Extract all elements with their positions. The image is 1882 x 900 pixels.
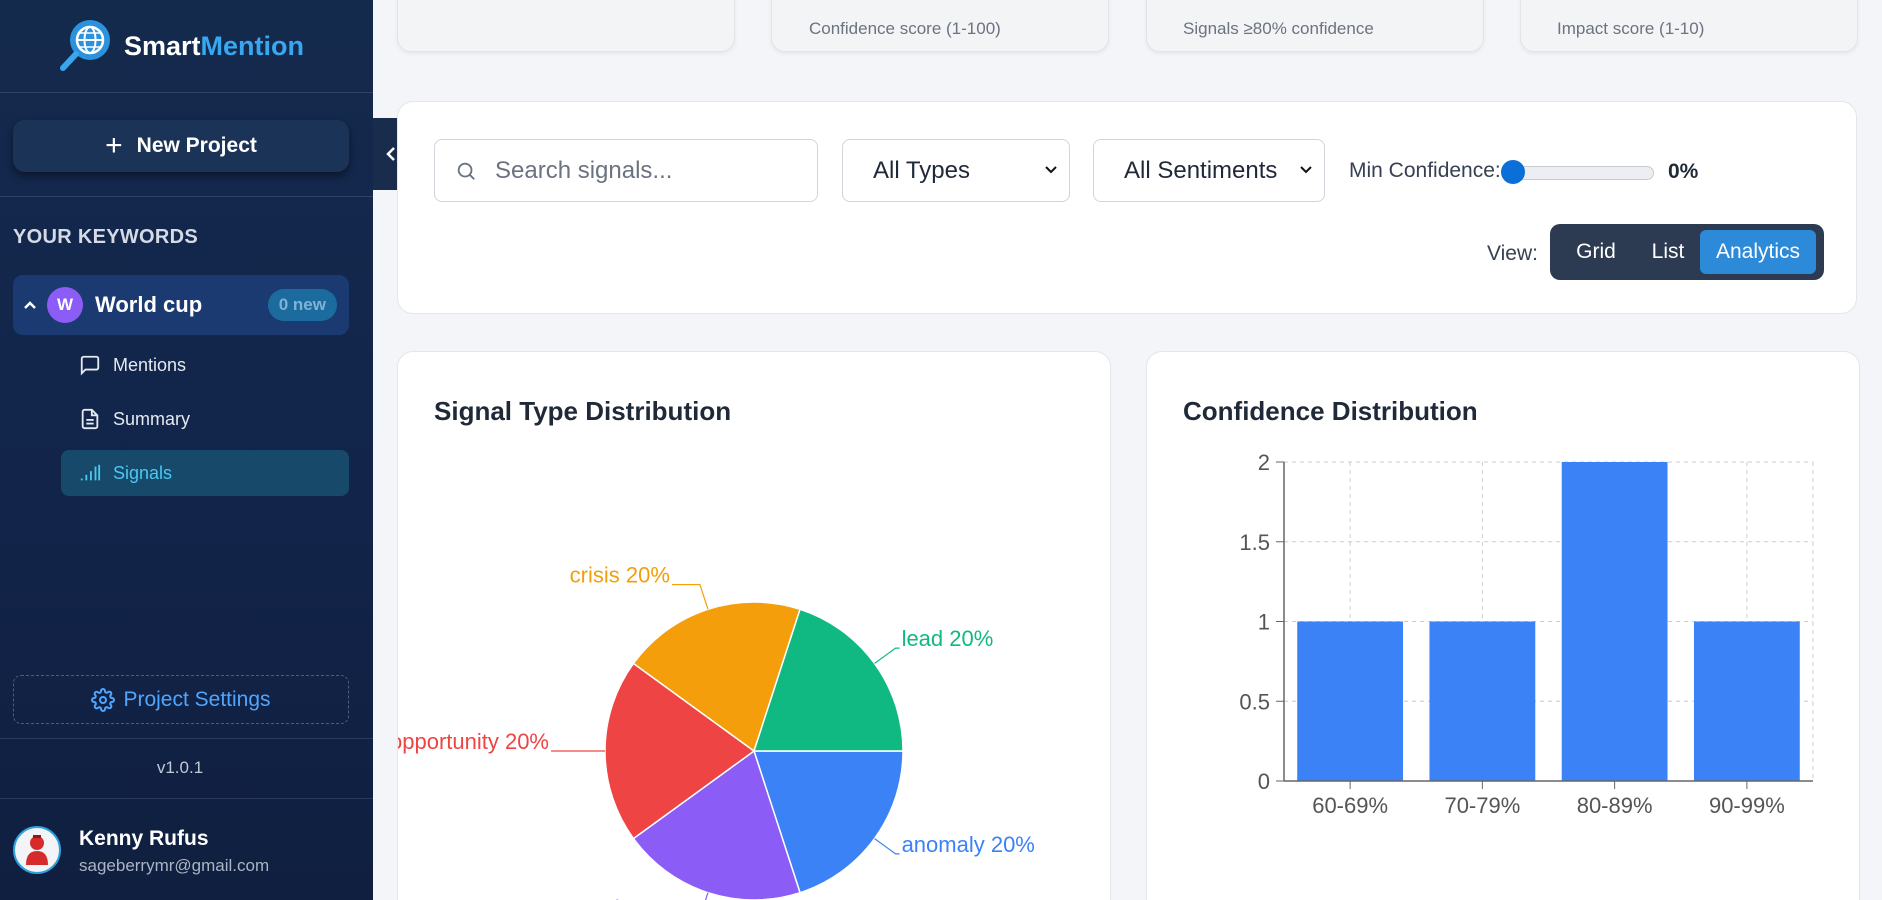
keyword-avatar: W (47, 287, 83, 323)
pie-slice-opportunity[interactable] (604, 662, 756, 840)
x-tick-label: 60-69% (1312, 793, 1388, 818)
sidebar-item-label: Signals (113, 462, 173, 483)
gear-icon (91, 687, 116, 712)
pie-label-line (704, 892, 709, 900)
project-settings-button[interactable]: Project Settings (13, 675, 349, 724)
y-tick-label: 0 (1258, 769, 1270, 794)
min-confidence-slider[interactable] (1514, 166, 1654, 180)
stat-subtitle: Confidence score (1-100) (809, 19, 1001, 38)
pie-label-line (671, 583, 709, 610)
keyword-item-world-cup[interactable]: W World cup 0 new (13, 275, 349, 335)
signal-type-chart-card: Signal Type Distribution anomaly 20% tren… (397, 351, 1111, 900)
pie-slice-crisis[interactable] (632, 601, 801, 753)
document-icon (81, 408, 99, 430)
brand[interactable]: SmartMention (0, 0, 373, 93)
pie-label-lead: lead 20% (902, 626, 994, 651)
message-square-icon (80, 355, 100, 376)
sentiment-select-value: All Sentiments (1124, 156, 1278, 184)
keywords-heading: YOUR KEYWORDS (13, 226, 199, 248)
x-tick-label: 90-99% (1709, 793, 1785, 818)
pie-label-opportunity: opportunity 20% (398, 729, 549, 754)
view-list-button[interactable]: List (1651, 240, 1685, 263)
user-avatar-icon (26, 835, 48, 865)
pie-label-anomaly: anomaly 20% (902, 832, 1035, 857)
stat-card (397, 0, 735, 52)
pie-slice-anomaly[interactable] (752, 750, 904, 894)
stat-card: Confidence score (1-100) (771, 0, 1109, 52)
bar-70-79%[interactable] (1429, 621, 1536, 782)
view-toggle: Grid List Analytics (1550, 224, 1824, 280)
pie-label-line (874, 838, 900, 855)
slider-thumb[interactable] (1501, 160, 1525, 184)
user-email: sageberrymr@gmail.com (79, 856, 270, 875)
x-tick-label: 70-79% (1444, 793, 1520, 818)
y-tick-label: 0.5 (1239, 689, 1270, 714)
divider (0, 738, 373, 739)
pie-label-trend: trend 20% (570, 895, 670, 900)
chevron-up-icon[interactable] (23, 300, 37, 310)
avatar[interactable] (13, 826, 61, 874)
bar-80-89%[interactable] (1561, 462, 1668, 781)
stat-subtitle: Impact score (1-10) (1557, 19, 1705, 38)
bar-60-69%[interactable] (1297, 621, 1404, 782)
filter-panel: All Types All Sentiments Min Confidence:… (397, 101, 1857, 314)
bar-chart: 0 0.5 1 1.5 2 60-69% 70-79% 80-89% 90-99% (1239, 450, 1814, 818)
version-label: v1.0.1 (156, 758, 204, 777)
pie-slice-lead[interactable] (752, 608, 904, 752)
view-analytics-button[interactable]: Analytics (1700, 230, 1816, 274)
y-tick-label: 1 (1258, 610, 1270, 635)
min-confidence-value: 0% (1668, 160, 1699, 183)
signal-bars-icon (80, 464, 101, 481)
sentiment-select[interactable]: All Sentiments (1093, 139, 1325, 202)
type-select[interactable]: All Types (842, 139, 1070, 202)
user-name: Kenny Rufus (79, 827, 209, 850)
chevron-down-icon (1300, 166, 1312, 174)
bar-90-99%[interactable] (1693, 621, 1800, 782)
confidence-chart-card: Confidence Distribution 0 0.5 1 1.5 2 60-69% 7… (1146, 351, 1860, 900)
chart-title: Confidence Distribution (1183, 396, 1478, 426)
stat-card: Impact score (1-10) (1520, 0, 1858, 52)
pie-chart: anomaly 20% trend 20% opportunity 20% crisi… (398, 563, 1035, 900)
brand-name: SmartMention (124, 30, 305, 61)
sidebar: SmartMention + New Project YOUR KEYWORDS… (0, 0, 373, 900)
pie-slice-trend[interactable] (632, 749, 801, 900)
y-tick-label: 1.5 (1239, 530, 1270, 555)
new-count-badge: 0 new (267, 289, 337, 321)
chart-title: Signal Type Distribution (434, 396, 732, 426)
type-select-value: All Types (873, 156, 970, 184)
sidebar-item-label: Mentions (113, 354, 187, 375)
sidebar-item-summary[interactable]: Summary (61, 396, 349, 442)
sidebar-item-signals[interactable]: Signals (61, 450, 349, 496)
view-label: View: (1487, 242, 1538, 265)
stat-subtitle: Signals ≥80% confidence (1183, 19, 1374, 38)
divider (0, 798, 373, 799)
globe-search-logo-icon (60, 20, 110, 71)
search-icon (457, 162, 475, 180)
x-tick-label: 80-89% (1577, 793, 1653, 818)
divider (0, 196, 373, 197)
view-grid-button[interactable]: Grid (1576, 240, 1616, 263)
keyword-name: World cup (95, 292, 203, 317)
pie-label-crisis: crisis 20% (570, 563, 670, 588)
chevron-left-icon (386, 147, 395, 161)
pie-label-line (874, 647, 900, 664)
chevron-down-icon (1045, 166, 1057, 174)
new-project-button[interactable]: + New Project (13, 120, 349, 172)
new-project-label: New Project (136, 134, 257, 157)
y-tick-label: 2 (1258, 450, 1270, 475)
min-confidence-label: Min Confidence: (1349, 159, 1501, 182)
sidebar-item-mentions[interactable]: Mentions (61, 342, 349, 388)
sidebar-item-label: Summary (113, 408, 191, 429)
search-box[interactable] (434, 139, 818, 202)
plus-icon: + (105, 129, 123, 162)
project-settings-label: Project Settings (123, 687, 271, 711)
search-input[interactable] (495, 156, 795, 185)
stat-card: Signals ≥80% confidence (1146, 0, 1484, 52)
